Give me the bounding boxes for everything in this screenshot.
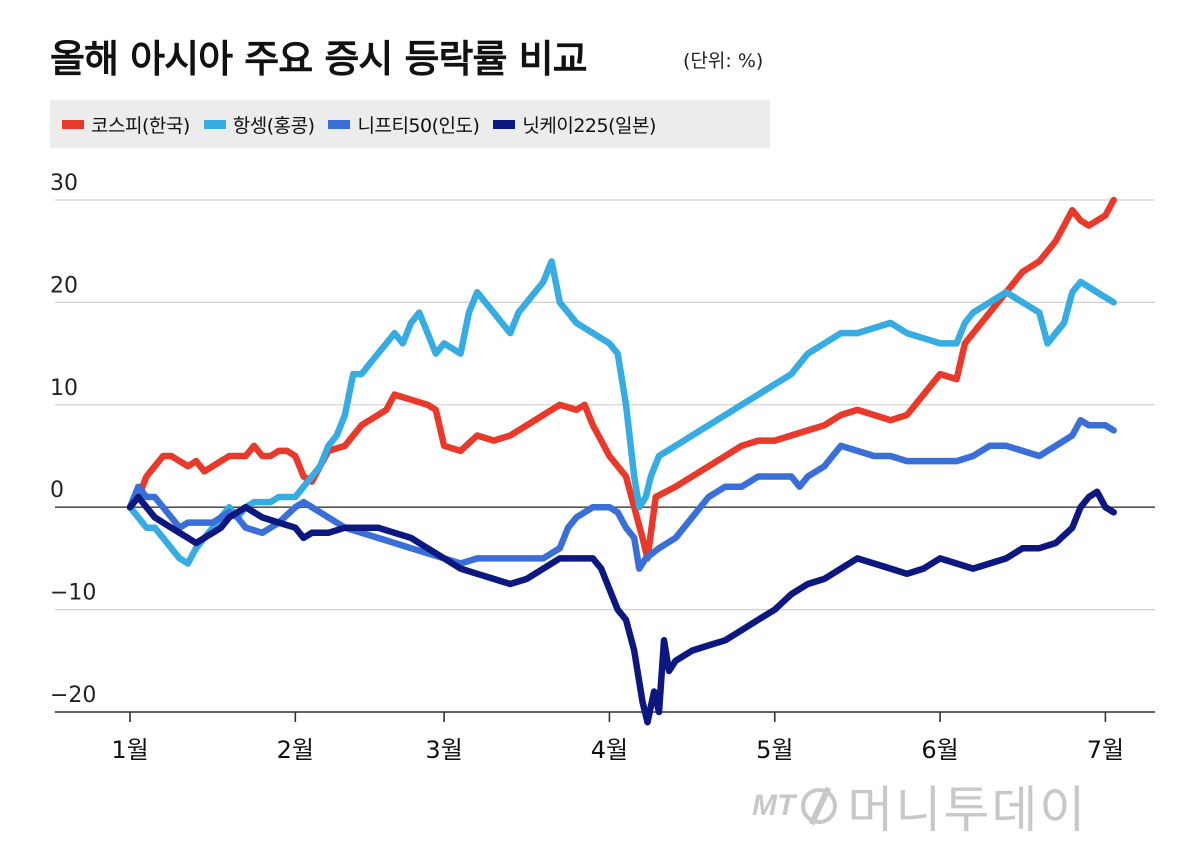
- series-line-1: [126, 258, 1117, 567]
- gridlines: [55, 199, 1155, 713]
- x-tick-label: 5월: [756, 736, 793, 764]
- legend-item-hangseng: 항셍(홍콩): [203, 111, 315, 138]
- legend-item-nifty50: 니프티50(인도): [328, 111, 480, 138]
- y-tick-label: 20: [50, 273, 78, 298]
- legend-swatch-nifty50: [328, 119, 351, 129]
- x-tick-label: 4월: [591, 736, 628, 764]
- series-lines: [126, 196, 1117, 726]
- y-tick-label: −10: [50, 581, 96, 606]
- legend-label-kospi: 코스피(한국): [91, 114, 190, 137]
- legend-label-hangseng: 항셍(홍콩): [232, 114, 315, 137]
- brand-name-text: 머니투데이: [847, 781, 1088, 839]
- chart-title: 올해 아시아 주요 증시 등락률 비교: [50, 37, 588, 81]
- legend: 코스피(한국) 항셍(홍콩) 니프티50(인도) 닛케이225(일본): [50, 100, 770, 148]
- brand-watermark: MT 머니투데이: [752, 770, 1087, 842]
- moneytoday-logo-icon: [801, 788, 838, 824]
- series-line-3: [126, 488, 1117, 726]
- legend-label-nifty50: 니프티50(인도): [357, 114, 480, 137]
- unit-label: (단위: %): [683, 50, 764, 72]
- y-tick-label: −20: [50, 683, 96, 708]
- legend-item-kospi: 코스피(한국): [62, 111, 190, 138]
- y-axis-labels: 30 20 10 0 −10 −20: [50, 171, 96, 708]
- x-tick-label: 7월: [1087, 736, 1124, 764]
- y-tick-label: 10: [50, 376, 78, 401]
- x-tick-label: 1월: [111, 736, 148, 764]
- x-tick-label: 6월: [921, 736, 958, 764]
- series-line-0: [126, 196, 1117, 562]
- brand-mt-text: MT: [752, 789, 796, 822]
- y-tick-label: 30: [50, 171, 78, 196]
- x-tick-label: 2월: [277, 736, 314, 764]
- y-tick-label: 0: [50, 478, 64, 503]
- legend-swatch-kospi: [62, 119, 84, 129]
- x-axis: 1월 2월 3월 4월 5월 6월 7월: [55, 711, 1155, 764]
- legend-swatch-nikkei225: [493, 119, 516, 129]
- series-line-2: [126, 416, 1117, 572]
- legend-swatch-hangseng: [203, 119, 226, 129]
- x-tick-label: 3월: [425, 736, 462, 764]
- legend-item-nikkei225: 닛케이225(일본): [493, 111, 656, 138]
- legend-label-nikkei225: 닛케이225(일본): [522, 114, 656, 137]
